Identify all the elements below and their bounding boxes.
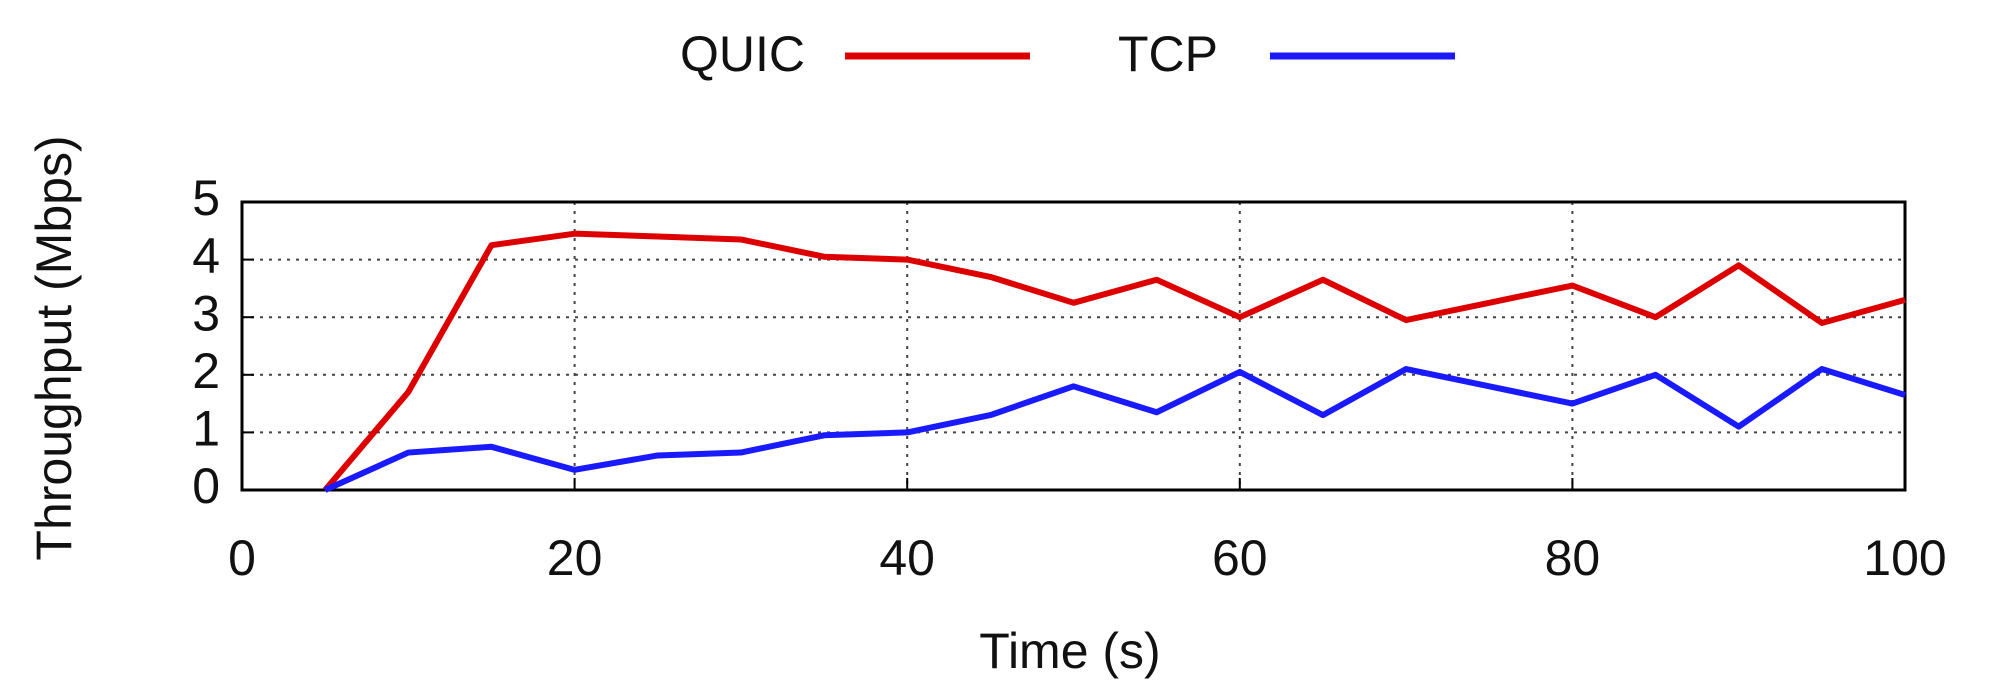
x-axis-label: Time (s) [979, 623, 1160, 679]
x-tick-label: 20 [547, 530, 603, 586]
data-line [322, 230, 1906, 492]
y-tick-label: 0 [192, 458, 220, 514]
x-tick-label: 40 [879, 530, 935, 586]
y-axis-label: Throughput (Mbps) [26, 135, 82, 560]
y-tick-label: 3 [192, 285, 220, 341]
legend-label: TCP [1118, 26, 1218, 82]
x-tick-label: 100 [1863, 530, 1946, 586]
x-tick-label: 0 [228, 530, 256, 586]
x-tick-label: 80 [1545, 530, 1601, 586]
y-tick-label: 1 [192, 401, 220, 457]
plot-frame [240, 200, 1907, 492]
y-tick-label: 2 [192, 343, 220, 399]
y-tick-label: 4 [192, 228, 220, 284]
x-tick-label: 60 [1212, 530, 1268, 586]
data-line [323, 366, 1906, 493]
y-tick-label: 5 [192, 170, 220, 226]
legend-label: QUIC [680, 26, 805, 82]
